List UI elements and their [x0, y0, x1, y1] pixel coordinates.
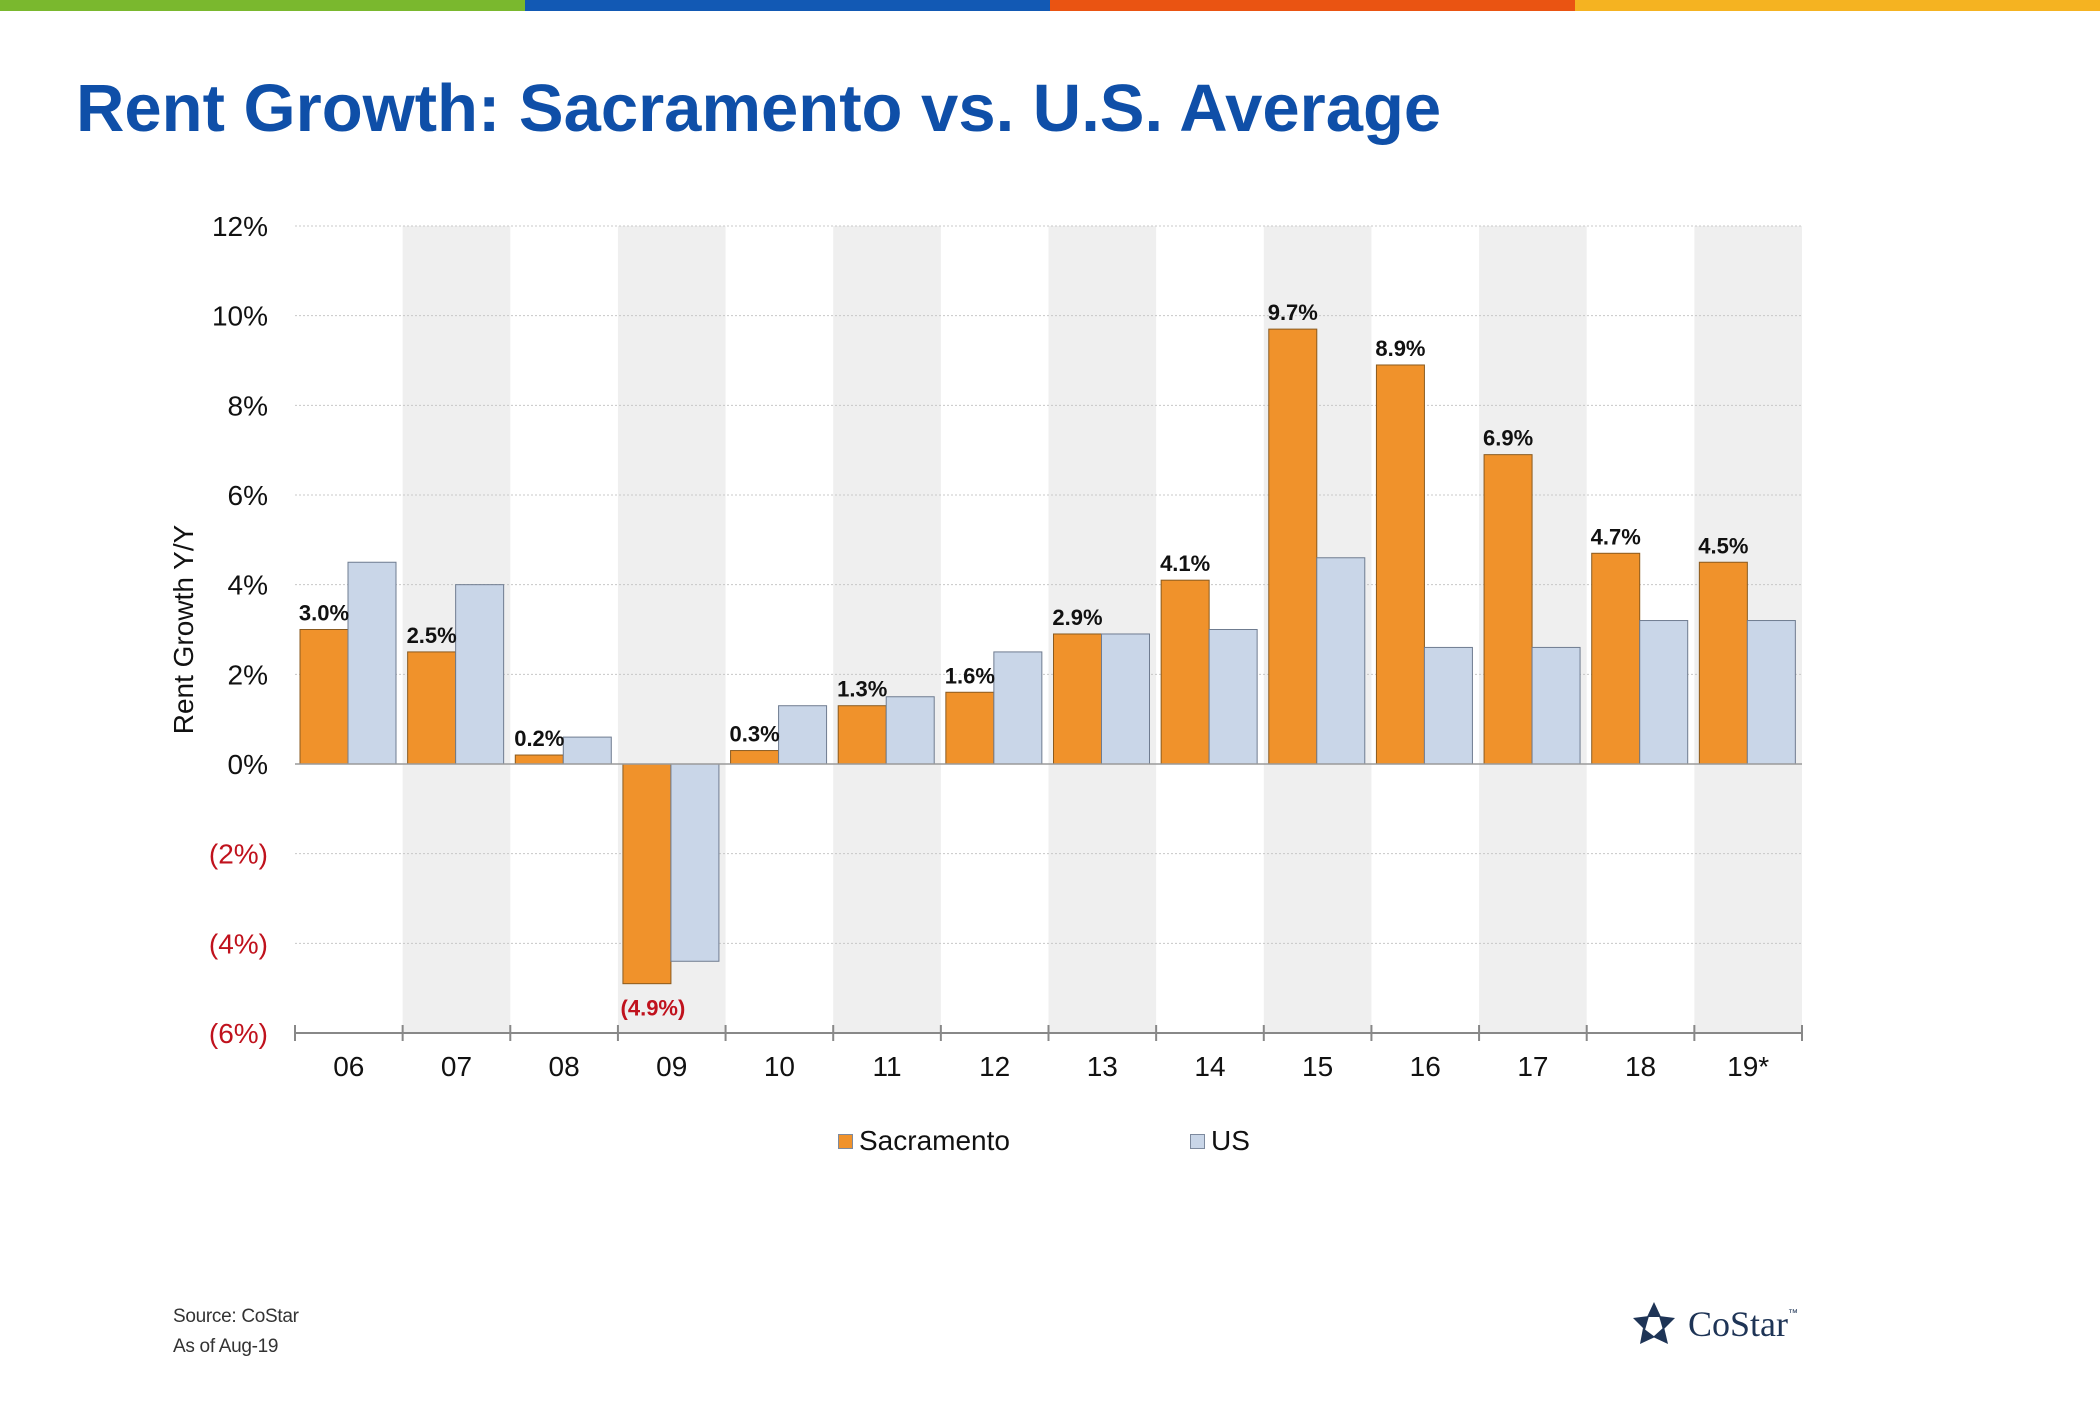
background-band — [833, 226, 941, 1033]
bar-us — [885, 696, 935, 765]
top-bar-blue — [525, 0, 1050, 11]
legend-label-us: US — [1211, 1125, 1250, 1156]
bar-sacramento — [1591, 552, 1641, 765]
chart-legend: Sacramento US — [0, 1125, 2100, 1165]
bar-sacramento — [730, 750, 780, 765]
data-label-sacramento: 8.9% — [1375, 336, 1425, 361]
data-label-sacramento: 4.7% — [1591, 524, 1641, 549]
bar-sacramento — [1268, 328, 1318, 765]
bar-us — [1639, 620, 1689, 765]
data-label-sacramento: 3.0% — [299, 601, 349, 626]
top-bar-yellow — [1575, 0, 2100, 11]
bar-sacramento — [945, 691, 995, 765]
top-bar-orange — [1050, 0, 1575, 11]
data-label-sacramento: 2.5% — [407, 623, 457, 648]
data-label-sacramento: 0.2% — [514, 726, 564, 751]
x-tick-label: 16 — [1410, 1051, 1441, 1082]
y-tick-label: 4% — [228, 570, 268, 601]
bar-us — [1101, 633, 1150, 765]
y-tick-label: 10% — [212, 301, 268, 332]
y-tick-label: 0% — [228, 749, 268, 780]
bar-sacramento — [407, 651, 457, 765]
bar-us — [670, 763, 720, 962]
y-tick-label: (6%) — [209, 1018, 268, 1049]
y-tick-label: 8% — [228, 390, 268, 421]
x-tick-label: 14 — [1194, 1051, 1225, 1082]
x-tick-label: 06 — [333, 1051, 364, 1082]
x-tick-label: 18 — [1625, 1051, 1656, 1082]
bar-sacramento — [299, 629, 349, 765]
data-label-sacramento: 2.9% — [1052, 605, 1102, 630]
data-label-sacramento: 4.5% — [1698, 533, 1748, 558]
source-note: Source: CoStar — [173, 1306, 299, 1327]
bar-us — [1746, 620, 1796, 765]
legend-item-us: US — [1190, 1125, 1250, 1157]
bar-us — [1531, 646, 1581, 765]
data-label-sacramento: 6.9% — [1483, 426, 1533, 451]
bar-us — [778, 705, 828, 765]
legend-swatch-sacramento — [838, 1133, 853, 1149]
data-label-sacramento: 1.3% — [837, 677, 887, 702]
as-of-note: As of Aug-19 — [173, 1336, 279, 1357]
bar-sacramento — [1375, 364, 1425, 765]
x-tick-label: 10 — [764, 1051, 795, 1082]
x-tick-label: 17 — [1517, 1051, 1548, 1082]
bar-sacramento — [1483, 454, 1533, 765]
data-label-sacramento: 1.6% — [945, 663, 995, 688]
costar-logo: CoStar ™ — [1630, 1300, 1798, 1348]
bar-us — [1316, 557, 1366, 765]
data-label-sacramento: (4.9%) — [621, 996, 686, 1021]
x-tick-label: 19* — [1727, 1051, 1769, 1082]
bar-sacramento — [837, 705, 887, 765]
data-label-sacramento: 4.1% — [1160, 551, 1210, 576]
legend-item-sacramento: Sacramento — [838, 1125, 1010, 1157]
legend-label-sacramento: Sacramento — [859, 1125, 1010, 1156]
bar-us — [993, 651, 1043, 765]
bar-us — [562, 736, 612, 765]
legend-swatch-us — [1190, 1133, 1205, 1149]
bar-sacramento — [1698, 561, 1748, 765]
y-axis-title: Rent Growth Y/Y — [168, 524, 199, 734]
x-tick-label: 12 — [979, 1051, 1010, 1082]
y-tick-label: (2%) — [209, 839, 268, 870]
data-label-sacramento: 0.3% — [729, 722, 779, 747]
top-color-bar — [0, 0, 2100, 11]
x-tick-label: 15 — [1302, 1051, 1333, 1082]
y-tick-label: 12% — [212, 211, 268, 242]
costar-star-icon — [1633, 1302, 1675, 1344]
x-tick-label: 07 — [441, 1051, 472, 1082]
x-tick-label: 11 — [872, 1051, 901, 1082]
bar-us — [455, 584, 505, 765]
data-label-sacramento: 9.7% — [1268, 300, 1318, 325]
bar-us — [347, 561, 397, 765]
x-tick-label: 13 — [1087, 1051, 1118, 1082]
x-tick-label: 09 — [656, 1051, 687, 1082]
background-band — [1048, 226, 1157, 1033]
bar-us — [1423, 646, 1473, 765]
logo-trademark: ™ — [1788, 1308, 1799, 1319]
bar-sacramento — [1053, 633, 1102, 765]
x-tick-label: 08 — [549, 1051, 580, 1082]
bar-us — [1208, 629, 1258, 765]
bar-sacramento — [622, 763, 672, 985]
page-title: Rent Growth: Sacramento vs. U.S. Average — [76, 71, 1442, 146]
logo-text: CoStar — [1688, 1304, 1789, 1344]
bar-sacramento — [1160, 579, 1210, 765]
top-bar-green — [0, 0, 525, 11]
y-tick-label: 6% — [228, 480, 268, 511]
y-tick-label: 2% — [228, 659, 268, 690]
y-tick-label: (4%) — [209, 928, 268, 959]
bar-sacramento — [514, 754, 564, 765]
